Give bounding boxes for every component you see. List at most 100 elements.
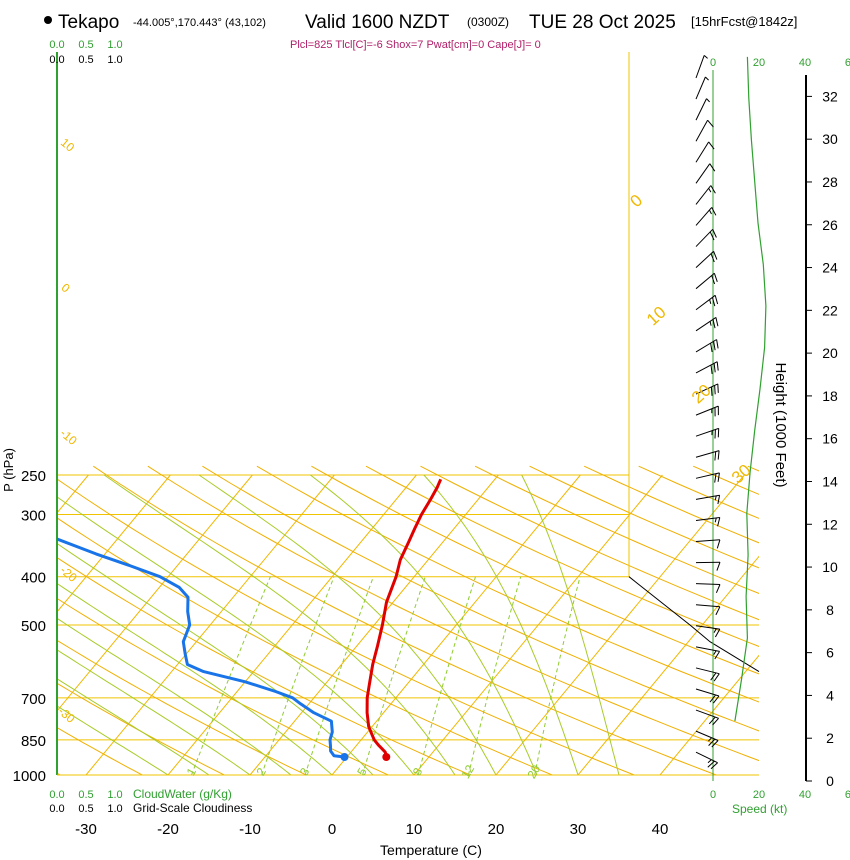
- wind-barb-shaft: [695, 494, 720, 500]
- isotherm-line: [659, 654, 759, 775]
- dry-adiabat-line: [57, 639, 307, 775]
- wind-barb-flag: [716, 539, 721, 549]
- height-axis-label: Height (1000 Feet): [772, 362, 789, 487]
- wind-barb-shaft: [695, 119, 709, 142]
- height-tick-label: 14: [822, 473, 838, 489]
- height-tick-label: 30: [822, 131, 838, 147]
- wind-barb-flag: [709, 299, 712, 305]
- wind-barb-flag: [707, 119, 714, 128]
- temperature-tick-label: 40: [652, 821, 669, 838]
- wind-barb-flag: [710, 386, 713, 396]
- dry-adiabat-line: [57, 478, 635, 775]
- wind-barb-flag: [708, 188, 712, 193]
- y-axis-label: P (hPa): [1, 448, 16, 492]
- wind-barb-flag: [717, 383, 719, 393]
- forecast-info: [15hrFcst@1842z]: [691, 14, 797, 29]
- moist-adiabat-line: [57, 582, 333, 775]
- wind-barb-shaft: [695, 98, 707, 121]
- wind-barbs: [695, 55, 721, 770]
- wind-barb-flag: [717, 517, 721, 527]
- moist-adiabat-line: [57, 542, 374, 775]
- dry-adiabat-line: [529, 465, 759, 569]
- dry-adiabat-line: [365, 465, 759, 647]
- temperature-tick-label: -10: [239, 821, 261, 838]
- dry-adiabat-line: [93, 465, 717, 775]
- wind-barb-flag: [714, 385, 716, 395]
- wind-barb-flag: [708, 737, 712, 742]
- wind-barb-flag: [711, 740, 719, 748]
- wind-barb-flag: [708, 738, 716, 746]
- cloudiness-tick-top: 0.0: [49, 54, 64, 66]
- moist-adiabat-line: [57, 705, 169, 775]
- wind-barb-flag: [717, 472, 720, 482]
- moist-adiabat-line: [57, 678, 210, 775]
- wind-barb-flag: [711, 275, 716, 285]
- mixing-ratio-line: [261, 576, 335, 775]
- cloudwater-tick-top: 0.5: [78, 39, 93, 51]
- speed-tick-bottom: 40: [799, 789, 811, 801]
- wind-barb-flag: [712, 717, 719, 726]
- dry-adiabat-line: [202, 465, 759, 732]
- moist-adiabat-line: [521, 474, 620, 775]
- wind-barb-flag: [712, 319, 716, 329]
- station-dot: [44, 16, 52, 24]
- mixing-ratio-label: 8: [410, 765, 426, 778]
- dry-adiabat-line: [747, 465, 759, 472]
- isotherm-line: [57, 474, 171, 613]
- pressure-tick-label: 400: [21, 570, 46, 587]
- wind-barb-flag: [707, 759, 712, 764]
- cloudiness-tick-bottom: 0.0: [49, 803, 64, 815]
- wind-barb-shaft: [695, 583, 721, 585]
- dry-adiabat-line: [57, 517, 553, 775]
- wind-barb-flag: [710, 253, 715, 263]
- wind-barb-flag: [710, 364, 713, 374]
- isotherm-label-left: -20: [57, 563, 80, 585]
- moist-adiabat-line: [310, 474, 538, 775]
- dry-adiabat-line: [802, 466, 850, 775]
- isotherms: [57, 474, 759, 775]
- wind-barb-flag: [713, 695, 720, 704]
- station-name: Tekapo: [58, 12, 119, 33]
- temperature-tick-label: 10: [406, 821, 423, 838]
- isobars: [57, 474, 759, 775]
- height-tick-label: 28: [822, 174, 838, 190]
- cloudiness-tick-top: 0.5: [78, 54, 93, 66]
- wind-barb-flag: [712, 229, 717, 238]
- height-tick-label: 18: [822, 388, 838, 404]
- wind-barb-flag: [714, 495, 717, 501]
- speed-tick-top: 0: [710, 57, 716, 69]
- wind-barb-flag: [716, 339, 719, 349]
- wind-barb-flag: [713, 673, 720, 682]
- isotherm-line: [167, 474, 417, 775]
- dry-adiabat-line: [57, 727, 143, 775]
- surface-dewpoint-marker: [340, 753, 349, 761]
- isotherm-label-left: -10: [57, 426, 80, 448]
- isotherm-line: [495, 474, 745, 775]
- pressure-tick-label: 300: [21, 507, 46, 524]
- wind-barb-flag: [713, 341, 716, 351]
- mixing-ratio-label: 5: [354, 765, 370, 778]
- mixing-ratio-label: 2: [254, 765, 270, 778]
- height-tick-label: 8: [826, 602, 834, 618]
- x-axis-label: Temperature (C): [380, 842, 482, 858]
- wind-barb-flag: [709, 231, 715, 241]
- tropopause-line: [628, 576, 760, 673]
- dry-adiabat-line: [311, 465, 759, 675]
- isotherm-label-left: 0: [59, 280, 73, 295]
- wind-barb-flag: [705, 76, 709, 81]
- surface-temperature-marker: [382, 753, 391, 761]
- cloudiness-tick-top: 1.0: [107, 54, 122, 66]
- dry-adiabat-line: [256, 465, 759, 703]
- wind-barb-flag: [713, 628, 717, 633]
- height-tick-label: 16: [822, 431, 838, 447]
- mixing-ratio-line: [417, 576, 476, 775]
- cloudiness-label: Grid-Scale Cloudiness: [133, 801, 252, 815]
- wind-barb-flag: [708, 716, 716, 725]
- wind-barb-flag: [714, 451, 717, 461]
- wind-barb-flag: [714, 517, 717, 523]
- height-tick-label: 32: [822, 88, 838, 104]
- cloudwater-tick-top: 0.0: [49, 39, 64, 51]
- isotherm-label-left: 10: [58, 135, 77, 155]
- dry-adiabat-line: [420, 465, 759, 621]
- wind-barb-flag: [717, 495, 721, 505]
